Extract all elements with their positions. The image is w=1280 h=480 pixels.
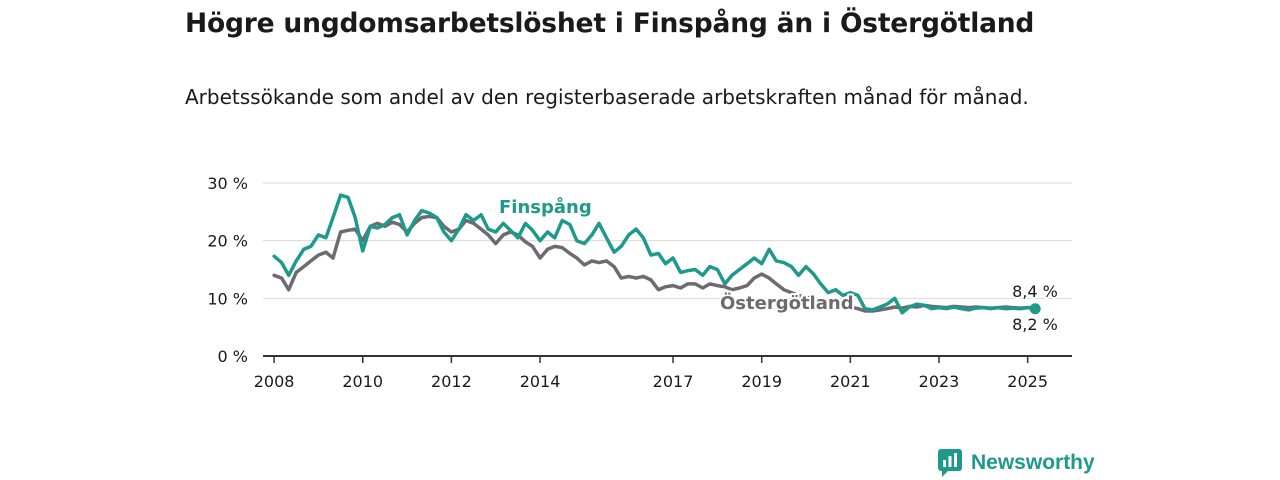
x-tick-label: 2023: [919, 372, 960, 391]
y-tick-label: 10 %: [207, 289, 248, 308]
axis-layer: 0 % 10 % 20 % 30 % 2008 2010 2012 2014 2017 2019 2…: [207, 174, 1072, 391]
series-label-ostergotland: Östergötland: [720, 292, 854, 314]
y-tick-label: 20 %: [207, 232, 248, 251]
series-label-finspang: Finspång: [499, 196, 592, 218]
x-tick-label: 2008: [254, 372, 295, 391]
x-tick-label: 2012: [431, 372, 472, 391]
x-tick-label: 2021: [830, 372, 871, 391]
x-tick-label: 2019: [741, 372, 782, 391]
grid-layer: [263, 182, 1072, 299]
brand-name: Newsworthy: [971, 451, 1095, 474]
y-tick-label: 0 %: [218, 347, 248, 366]
series-line-finspang: [272, 193, 1037, 315]
chart-subtitle: Arbetssökande som andel av den registerb…: [185, 85, 1029, 109]
x-tick-label: 2014: [520, 372, 561, 391]
x-tick-label: 2025: [1007, 372, 1048, 391]
bar-chart-speech-bubble-icon: [938, 449, 962, 477]
x-tick-label: 2010: [342, 372, 383, 391]
x-tick-label: 2017: [653, 372, 694, 391]
last-value-label-finspang: 8,2 %: [1012, 315, 1058, 334]
y-tick-label: 30 %: [207, 174, 248, 193]
label-layer: 8,4 % 8,2 % Finspång Östergötland: [497, 194, 1060, 336]
series-layer: [272, 193, 1041, 315]
chart-title: Högre ungdomsarbetslöshet i Finspång än …: [185, 8, 1035, 39]
newsworthy-logo: Newsworthy: [937, 448, 1095, 478]
series-line-ostergotland: [272, 214, 1037, 313]
last-value-label-ostergotland: 8,4 %: [1012, 282, 1058, 301]
endpoint-finspang: [1029, 303, 1041, 315]
